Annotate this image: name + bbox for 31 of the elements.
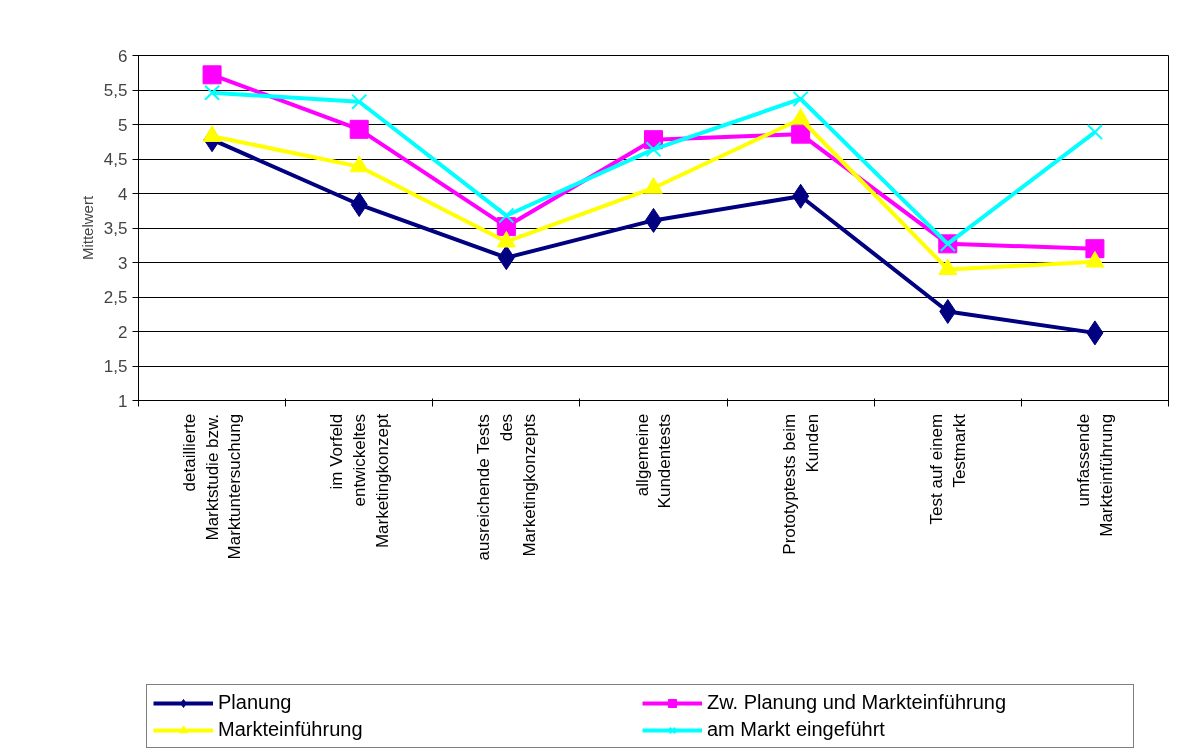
x-tick-label: umfassende Markteinführung bbox=[1074, 413, 1116, 537]
point bbox=[792, 90, 809, 108]
y-axis-title: Mittelwert bbox=[78, 195, 96, 261]
y-tick-label: 5,5 bbox=[103, 81, 128, 100]
point bbox=[645, 141, 662, 158]
point bbox=[351, 93, 368, 110]
y-tick-label: 5 bbox=[118, 115, 128, 135]
y-tick-label: 6 bbox=[118, 46, 128, 66]
y-tick-label: 2 bbox=[118, 322, 128, 342]
point bbox=[1086, 124, 1103, 141]
point bbox=[202, 65, 222, 85]
point bbox=[349, 119, 369, 139]
legend-label: Markteinführung bbox=[218, 718, 364, 741]
legend-label: Zw. Planung und Markteinführung bbox=[707, 691, 1008, 714]
y-tick-label: 1 bbox=[118, 391, 128, 411]
y-tick-label: 3,5 bbox=[103, 219, 128, 238]
y-tick-label: 4 bbox=[118, 184, 128, 204]
point bbox=[791, 124, 811, 144]
x-tick-label: Prototyptests beim Kunden bbox=[779, 413, 822, 555]
x-tick-label: im Vorfeld entwickeltes Marketingkonzept bbox=[326, 413, 392, 549]
x-tick-label: allgemeine Kundentests bbox=[632, 413, 675, 509]
legend-label: am Markt eingeführt bbox=[707, 718, 886, 741]
y-tick-label: 2,5 bbox=[103, 288, 128, 307]
y-tick-label: 1,5 bbox=[103, 357, 128, 376]
y-tick-label: 3 bbox=[118, 253, 128, 273]
legend-label: Planung bbox=[218, 691, 293, 714]
point bbox=[498, 207, 515, 224]
x-tick-label: detaillierte Marktstudie bzw. Marktuntersuchung bbox=[179, 413, 245, 560]
point bbox=[204, 84, 221, 101]
y-tick-label: 4,5 bbox=[103, 150, 128, 169]
x-tick-label: Test auf einem Testmarkt bbox=[926, 413, 969, 525]
